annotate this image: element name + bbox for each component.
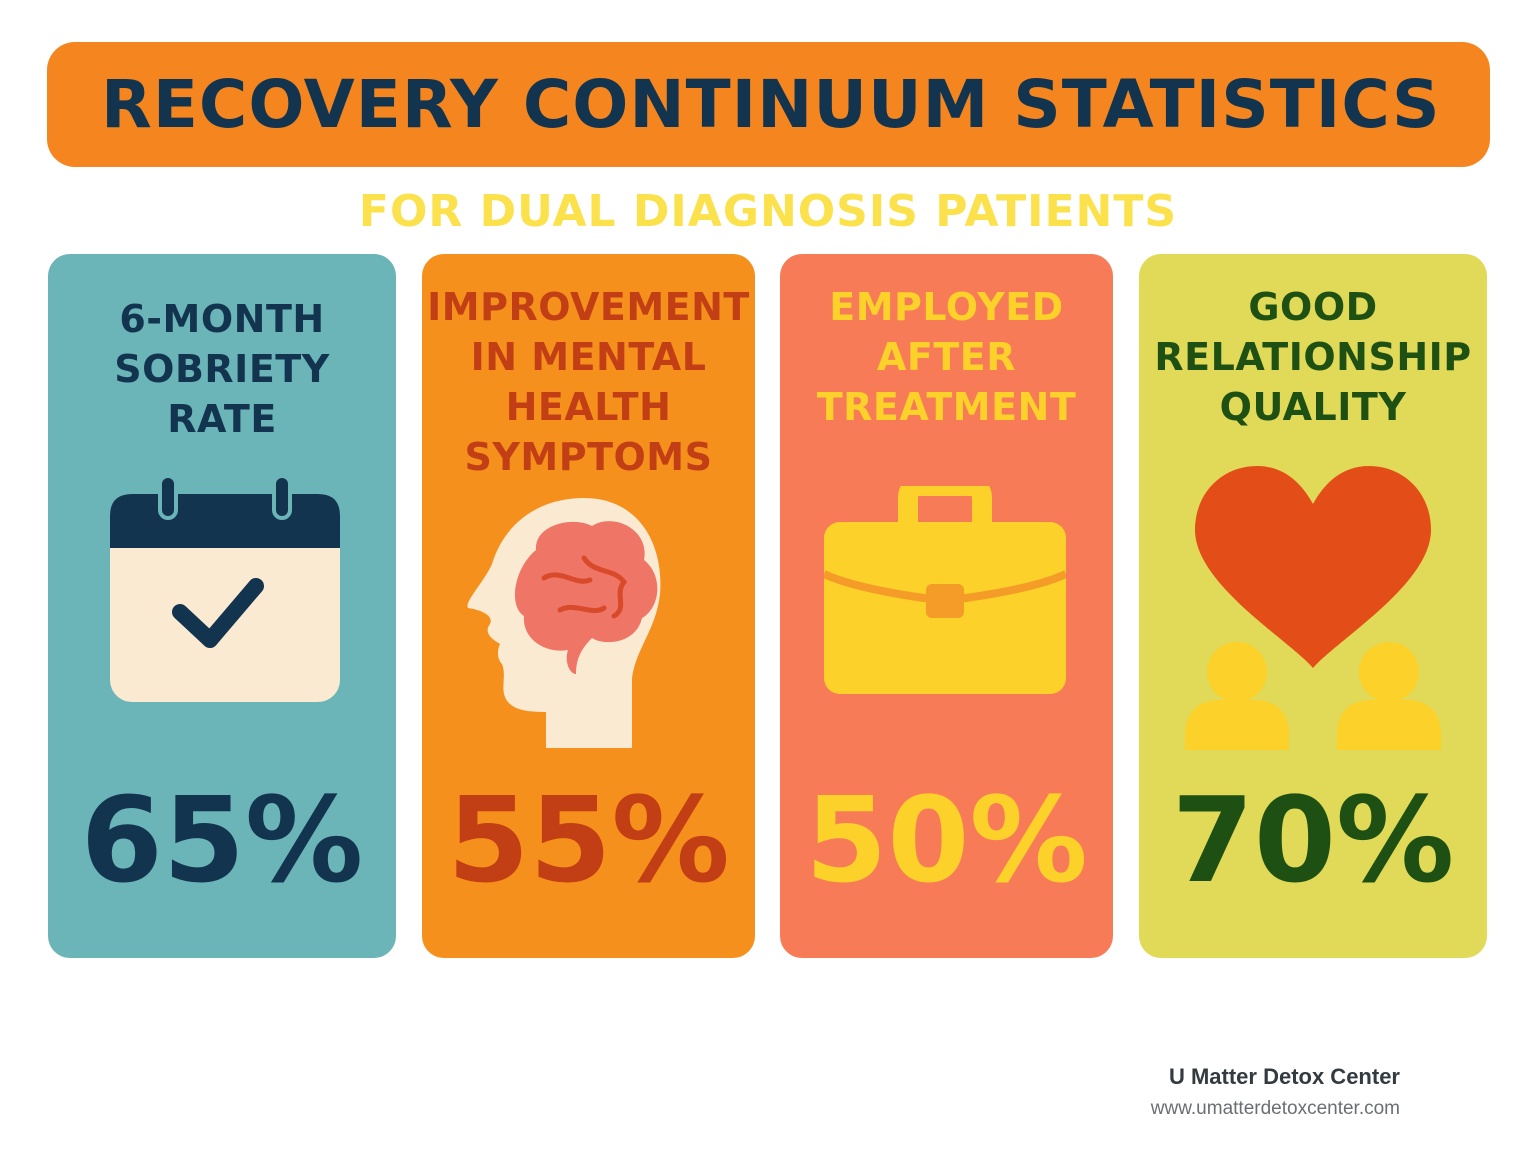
card-label-line: EMPLOYED — [829, 285, 1064, 329]
card-label-line: IMPROVEMENT — [427, 285, 750, 329]
stat-card-sobriety: 6-MONTH SOBRIETY RATE 65% — [48, 254, 396, 958]
card-label-line: TREATMENT — [816, 385, 1077, 429]
card-value: 65% — [80, 771, 364, 909]
card-label-line: RATE — [167, 397, 277, 441]
card-label: GOOD RELATIONSHIP QUALITY — [1139, 282, 1487, 432]
card-value: 70% — [1171, 771, 1455, 909]
card-label: 6-MONTH SOBRIETY RATE — [48, 294, 396, 444]
card-label-line: AFTER — [876, 335, 1016, 379]
card-label-line: SOBRIETY — [114, 347, 330, 391]
card-label: IMPROVEMENT IN MENTAL HEALTH SYMPTOMS — [422, 282, 755, 482]
footer-organization: U Matter Detox Center — [1168, 1064, 1400, 1089]
title-banner: RECOVERY CONTINUUM STATISTICS — [47, 42, 1490, 167]
briefcase-icon — [824, 486, 1066, 694]
stat-card-relationship: GOOD RELATIONSHIP QUALITY 70% — [1139, 254, 1487, 958]
calendar-check-icon — [110, 476, 340, 702]
card-label-line: HEALTH — [505, 385, 672, 429]
card-value: 50% — [805, 771, 1088, 909]
card-label: EMPLOYED AFTER TREATMENT — [780, 282, 1113, 432]
stat-card-mental-health: IMPROVEMENT IN MENTAL HEALTH SYMPTOMS 55… — [422, 254, 755, 958]
card-label-line: RELATIONSHIP — [1154, 335, 1472, 379]
card-label-line: QUALITY — [1219, 385, 1407, 429]
card-label-line: SYMPTOMS — [464, 435, 713, 479]
head-brain-icon — [467, 498, 661, 748]
card-label-line: IN MENTAL — [470, 335, 707, 379]
stat-card-employment: EMPLOYED AFTER TREATMENT 50% — [780, 254, 1113, 958]
card-label-line: 6-MONTH — [119, 297, 325, 341]
heart-people-icon — [1185, 466, 1441, 750]
page-title: RECOVERY CONTINUUM STATISTICS — [101, 66, 1441, 143]
page-subtitle: FOR DUAL DIAGNOSIS PATIENTS — [358, 186, 1178, 237]
footer-url[interactable]: www.umatterdetoxcenter.com — [1150, 1098, 1400, 1119]
card-value: 55% — [447, 771, 730, 909]
card-label-line: GOOD — [1248, 285, 1378, 329]
